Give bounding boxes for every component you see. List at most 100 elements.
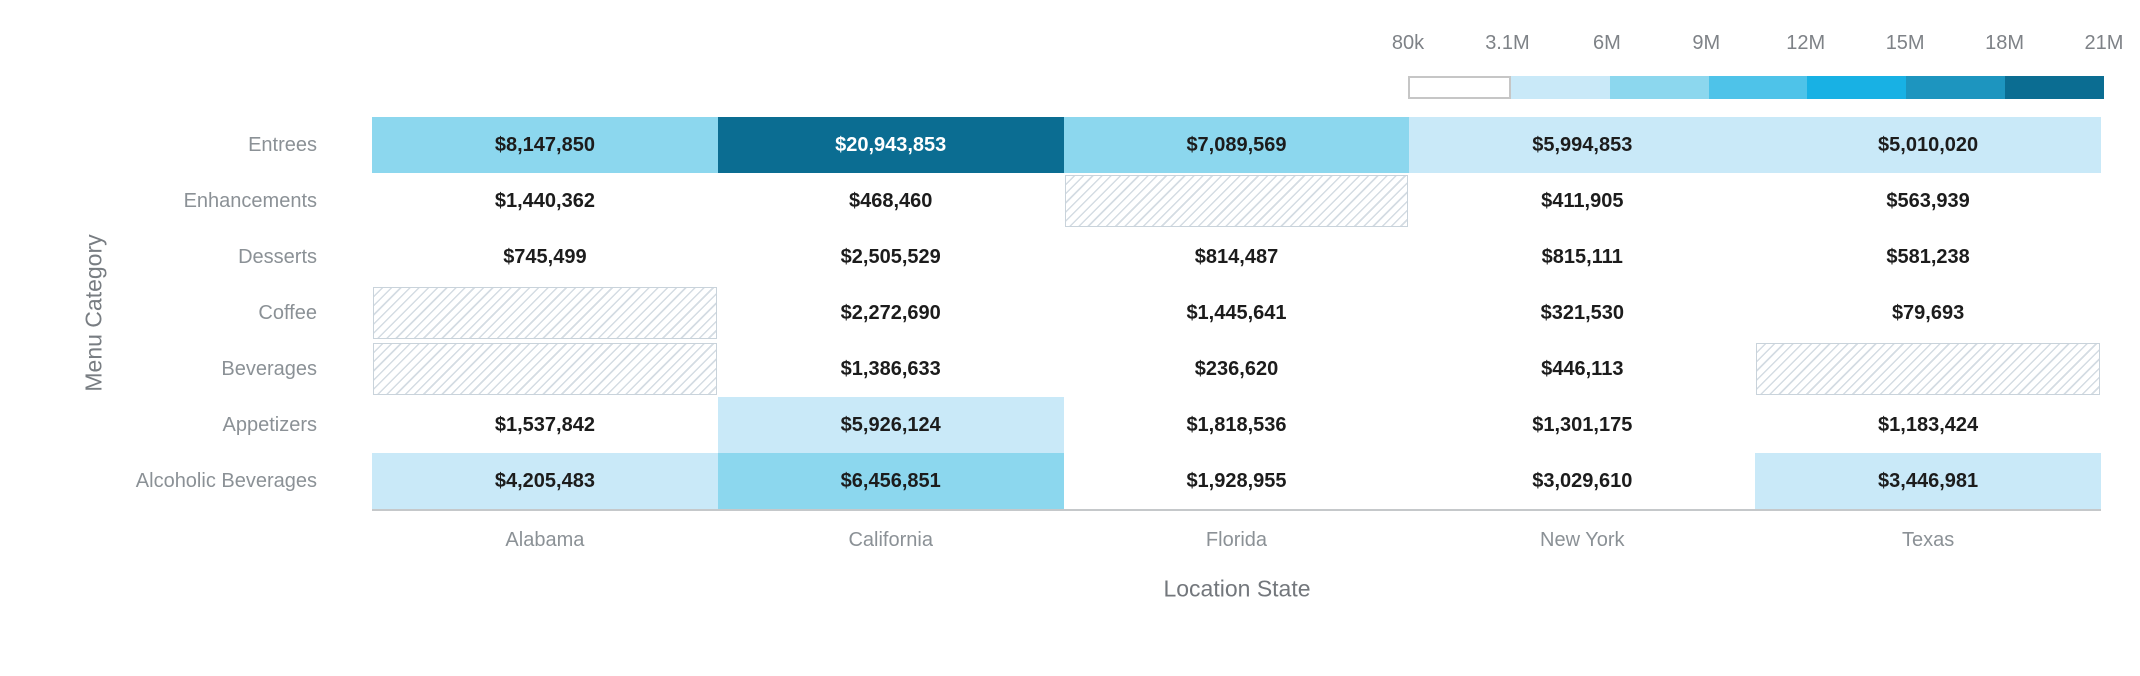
cell-value: $1,440,362 [494,189,595,212]
cell-value: $563,939 [1886,189,1970,212]
row-label[interactable]: Appetizers [222,413,318,436]
heatmap-cell[interactable]: $1,440,362 [372,173,718,229]
legend-color-segment [1408,76,1511,99]
heatmap-cell[interactable]: $6,456,851 [717,453,1064,509]
heatmap-cell[interactable]: $8,147,850 [372,117,718,173]
legend-tick: 21M [2084,32,2124,54]
row-label[interactable]: Enhancements [183,189,317,212]
legend-color-segment [1807,76,1907,99]
cell-value: $3,029,610 [1532,469,1633,492]
legend-color-segment [1708,76,1808,99]
row-label[interactable]: Entrees [248,133,317,156]
row-label[interactable]: Coffee [258,301,317,324]
cell-value: $1,183,424 [1878,413,1979,436]
cell-value: $1,301,175 [1532,413,1633,436]
row-label[interactable]: Alcoholic Beverages [135,469,317,492]
heatmap-cell[interactable]: $5,994,853 [1409,117,1756,173]
legend-color-segment [1609,76,1709,99]
legend-tick: 18M [1985,32,2025,54]
heatmap-cell-null[interactable] [1064,175,1409,227]
heatmap-cell[interactable]: $4,205,483 [372,453,718,509]
legend-tick-row: 80k 3.1M 6M 9M 12M 15M 18M 21M [1392,30,2124,74]
cell-value: $1,818,536 [1186,413,1287,436]
heatmap-cell[interactable]: $1,386,633 [717,341,1064,397]
heatmap-cell[interactable]: $411,905 [1409,173,1756,229]
heatmap-cell[interactable]: $1,537,842 [372,397,718,453]
col-label[interactable]: New York [1540,529,1625,551]
cell-value: $2,272,690 [840,301,941,324]
cell-value: $79,693 [1891,301,1965,324]
heatmap-cell[interactable]: $581,238 [1755,229,2101,285]
cell-value: $745,499 [503,245,587,268]
heatmap-cell[interactable]: $1,445,641 [1063,285,1410,341]
cell-value: $5,010,020 [1878,133,1979,156]
color-legend: 80k 3.1M 6M 9M 12M 15M 18M 21M [1392,30,2124,102]
heatmap-cell[interactable]: $1,928,955 [1063,453,1410,509]
heatmap-cell[interactable]: $20,943,853 [717,117,1064,173]
cell-value: $1,445,641 [1186,301,1287,324]
heatmap-cell-null[interactable] [373,343,717,395]
col-label-row: Alabama California Florida New York Texas [372,529,2101,552]
heatmap-cell[interactable]: $815,111 [1409,229,1756,285]
legend-color-segment [1906,76,2006,99]
legend-tick: 6M [1592,32,1621,54]
heatmap-cell[interactable]: $1,301,175 [1409,397,1756,453]
heatmap-cell[interactable]: $1,818,536 [1063,397,1410,453]
heatmap-cell[interactable]: $1,183,424 [1755,397,2101,453]
cell-value: $468,460 [848,189,933,212]
legend-tick: 9M [1692,32,1721,54]
heatmap-cell[interactable]: $3,446,981 [1755,453,2101,509]
heatmap-cell[interactable]: $745,499 [372,229,718,285]
cell-value: $815,111 [1541,245,1623,268]
legend-tick: 15M [1885,32,1925,54]
heatmap-cell[interactable]: $814,487 [1063,229,1410,285]
heatmap-cell[interactable]: $5,926,124 [717,397,1064,453]
legend-tick: 12M [1786,32,1826,54]
heatmap-cell[interactable]: $5,010,020 [1755,117,2101,173]
cell-value: $8,147,850 [494,133,595,156]
heatmap-cell[interactable]: $236,620 [1063,341,1410,397]
legend-color-ramp [1408,76,2105,99]
cell-value: $581,238 [1886,245,1970,268]
row-label[interactable]: Desserts [238,245,317,268]
col-label[interactable]: California [848,529,933,551]
cell-value: $1,386,633 [840,357,941,380]
cell-value: $321,530 [1540,301,1624,324]
cell-value: $411,905 [1541,189,1624,212]
row-label[interactable]: Beverages [221,357,317,380]
cell-value: $7,089,569 [1186,133,1287,156]
cell-value: $6,456,851 [840,469,941,492]
cell-value: $5,926,124 [840,413,941,436]
cell-value: $5,994,853 [1532,133,1633,156]
cell-value: $1,928,955 [1186,469,1287,492]
col-label[interactable]: Florida [1205,529,1268,551]
legend-tick: 3.1M [1485,32,1530,54]
legend-color-segment [1510,76,1610,99]
cell-value: $1,537,842 [494,413,595,436]
heatmap-cell[interactable]: $79,693 [1755,285,2101,341]
cell-value: $3,446,981 [1878,469,1979,492]
cell-value: $236,620 [1194,357,1279,380]
heatmap-cell-null[interactable] [373,287,717,339]
cell-value: $4,205,483 [494,469,595,492]
heatmap-grid: $8,147,850 $20,943,853 $7,089,569 $5,994,85… [372,117,2101,511]
cell-value: $814,487 [1194,245,1279,268]
x-axis-title: Location State [1163,575,1311,602]
cell-value: $2,505,529 [840,245,941,268]
heatmap-cell[interactable]: $468,460 [717,173,1064,229]
legend-tick: 80k [1391,32,1425,54]
heatmap-cell[interactable]: $7,089,569 [1063,117,1410,173]
heatmap-cell-null[interactable] [1756,343,2100,395]
heatmap-cell[interactable]: $2,272,690 [717,285,1064,341]
cell-value: $20,943,853 [835,133,947,156]
legend-color-segment [2005,76,2105,99]
heatmap-cell[interactable]: $446,113 [1409,341,1756,397]
heatmap-cell[interactable]: $563,939 [1755,173,2101,229]
col-label[interactable]: Alabama [505,529,585,551]
col-label[interactable]: Texas [1901,529,1955,551]
heatmap-cell[interactable]: $2,505,529 [717,229,1064,285]
row-label-column: Entrees Enhancements Desserts Coffee Beverag… [0,117,345,509]
heatmap-cell[interactable]: $321,530 [1409,285,1756,341]
heatmap-cell[interactable]: $3,029,610 [1409,453,1756,509]
